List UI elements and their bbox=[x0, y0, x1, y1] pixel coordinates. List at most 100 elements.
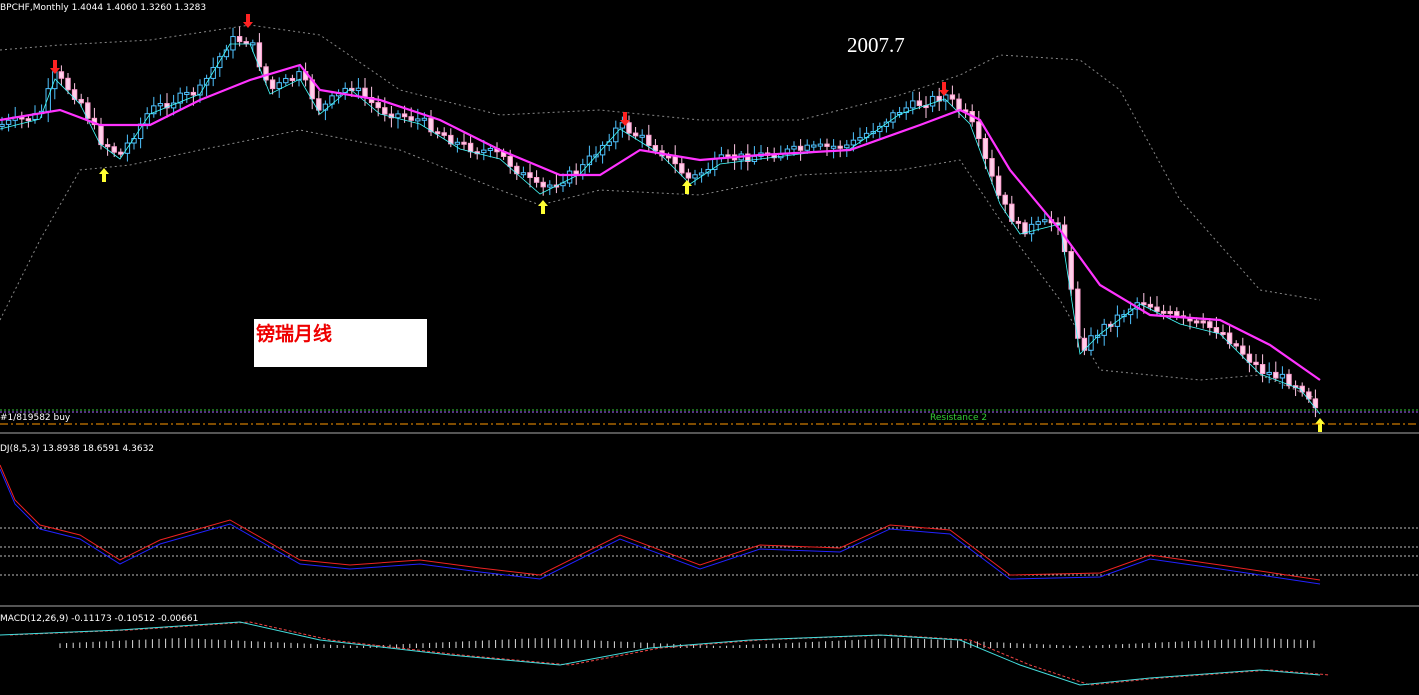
candle-body bbox=[989, 158, 995, 177]
candle-body bbox=[1002, 194, 1008, 205]
candle-body bbox=[566, 170, 573, 184]
candle-body bbox=[929, 95, 936, 107]
candle-body bbox=[415, 118, 421, 122]
candle-body bbox=[467, 142, 474, 153]
candle-body bbox=[217, 56, 223, 69]
candle-body bbox=[1068, 251, 1074, 290]
candle-body bbox=[698, 172, 705, 176]
candle-body bbox=[1147, 303, 1154, 308]
candle-body bbox=[184, 91, 190, 95]
candle-body bbox=[1035, 221, 1041, 225]
candle-body bbox=[520, 172, 527, 176]
candle-body bbox=[1154, 306, 1160, 312]
candle-body bbox=[362, 87, 368, 98]
candle-body bbox=[151, 105, 157, 115]
candle-body bbox=[540, 181, 546, 188]
candle-body bbox=[1306, 391, 1312, 400]
candle-body bbox=[1279, 373, 1286, 379]
symbol-info: BPCHF,Monthly 1.4044 1.4060 1.3260 1.328… bbox=[0, 3, 206, 13]
candle-body bbox=[236, 36, 243, 43]
candle-body bbox=[817, 143, 824, 147]
candle-body bbox=[5, 119, 12, 125]
candle-body bbox=[1022, 222, 1028, 235]
candle-body bbox=[692, 174, 698, 179]
candle-body bbox=[289, 77, 296, 81]
candle-body bbox=[0, 123, 5, 127]
candle-body bbox=[1207, 321, 1213, 329]
candle-body bbox=[976, 121, 982, 140]
candle-body bbox=[177, 92, 183, 104]
candle-body bbox=[190, 91, 197, 96]
candle-body bbox=[118, 151, 124, 155]
candle-body bbox=[533, 177, 540, 183]
candle-body bbox=[665, 155, 672, 159]
candle-body bbox=[811, 144, 817, 148]
fast-ma bbox=[0, 43, 1321, 415]
candle-body bbox=[639, 134, 645, 138]
candle-body bbox=[1101, 323, 1107, 336]
candle-body bbox=[910, 100, 916, 109]
candle-body bbox=[507, 155, 513, 167]
candle-body bbox=[269, 79, 276, 90]
candle-body bbox=[837, 145, 843, 149]
candle-body bbox=[250, 42, 256, 46]
candle-body bbox=[560, 182, 566, 187]
candle-body bbox=[632, 132, 639, 137]
up-arrow bbox=[682, 180, 692, 194]
candle-body bbox=[157, 103, 164, 107]
candle-body bbox=[1167, 310, 1173, 314]
bollinger-band bbox=[0, 129, 1321, 401]
candle-body bbox=[705, 168, 711, 174]
candle-body bbox=[771, 154, 777, 159]
macd-panel bbox=[0, 621, 1331, 686]
candle-body bbox=[316, 98, 322, 111]
candle-body bbox=[1141, 302, 1147, 306]
candle-body bbox=[613, 127, 619, 143]
candle-body bbox=[982, 138, 989, 160]
candle-body bbox=[1299, 385, 1305, 393]
macd-line bbox=[0, 621, 1321, 686]
candle-body bbox=[355, 87, 362, 92]
candle-body bbox=[111, 146, 117, 153]
up-arrow bbox=[99, 168, 109, 182]
candle-body bbox=[745, 153, 751, 162]
candle-body bbox=[1028, 223, 1035, 235]
candle-body bbox=[461, 141, 467, 145]
macd-label: MACD(12,26,9) -0.11173 -0.10512 -0.00661 bbox=[0, 614, 198, 624]
candle-body bbox=[434, 131, 441, 135]
down-arrow bbox=[243, 14, 253, 28]
candle-body bbox=[65, 77, 71, 91]
candle-body bbox=[1286, 373, 1292, 387]
candle-body bbox=[1259, 364, 1266, 374]
date-label: 2007.7 bbox=[847, 33, 905, 57]
candle-body bbox=[877, 125, 883, 133]
candle-body bbox=[824, 143, 830, 147]
candle-body bbox=[428, 117, 434, 133]
candle-body bbox=[797, 145, 804, 151]
candle-body bbox=[1220, 332, 1226, 336]
candle-body bbox=[441, 132, 447, 136]
candle-body bbox=[104, 144, 111, 148]
candle-body bbox=[646, 134, 652, 147]
candle-body bbox=[230, 36, 236, 51]
candle-body bbox=[1015, 220, 1022, 224]
candle-body bbox=[883, 121, 890, 127]
candle-body bbox=[916, 100, 923, 107]
candle-body bbox=[830, 145, 837, 149]
up-arrow bbox=[538, 200, 548, 214]
candle-body bbox=[448, 134, 454, 145]
candle-body bbox=[71, 89, 78, 100]
k-line bbox=[0, 468, 1321, 585]
candle-body bbox=[956, 98, 962, 111]
candle-body bbox=[296, 71, 302, 81]
candle-body bbox=[1174, 311, 1180, 317]
d-line bbox=[0, 464, 1321, 581]
candle-body bbox=[1233, 343, 1239, 347]
candle-body bbox=[375, 102, 381, 109]
candle-body bbox=[995, 175, 1002, 196]
candle-body bbox=[78, 98, 84, 104]
down-arrow bbox=[50, 60, 60, 74]
